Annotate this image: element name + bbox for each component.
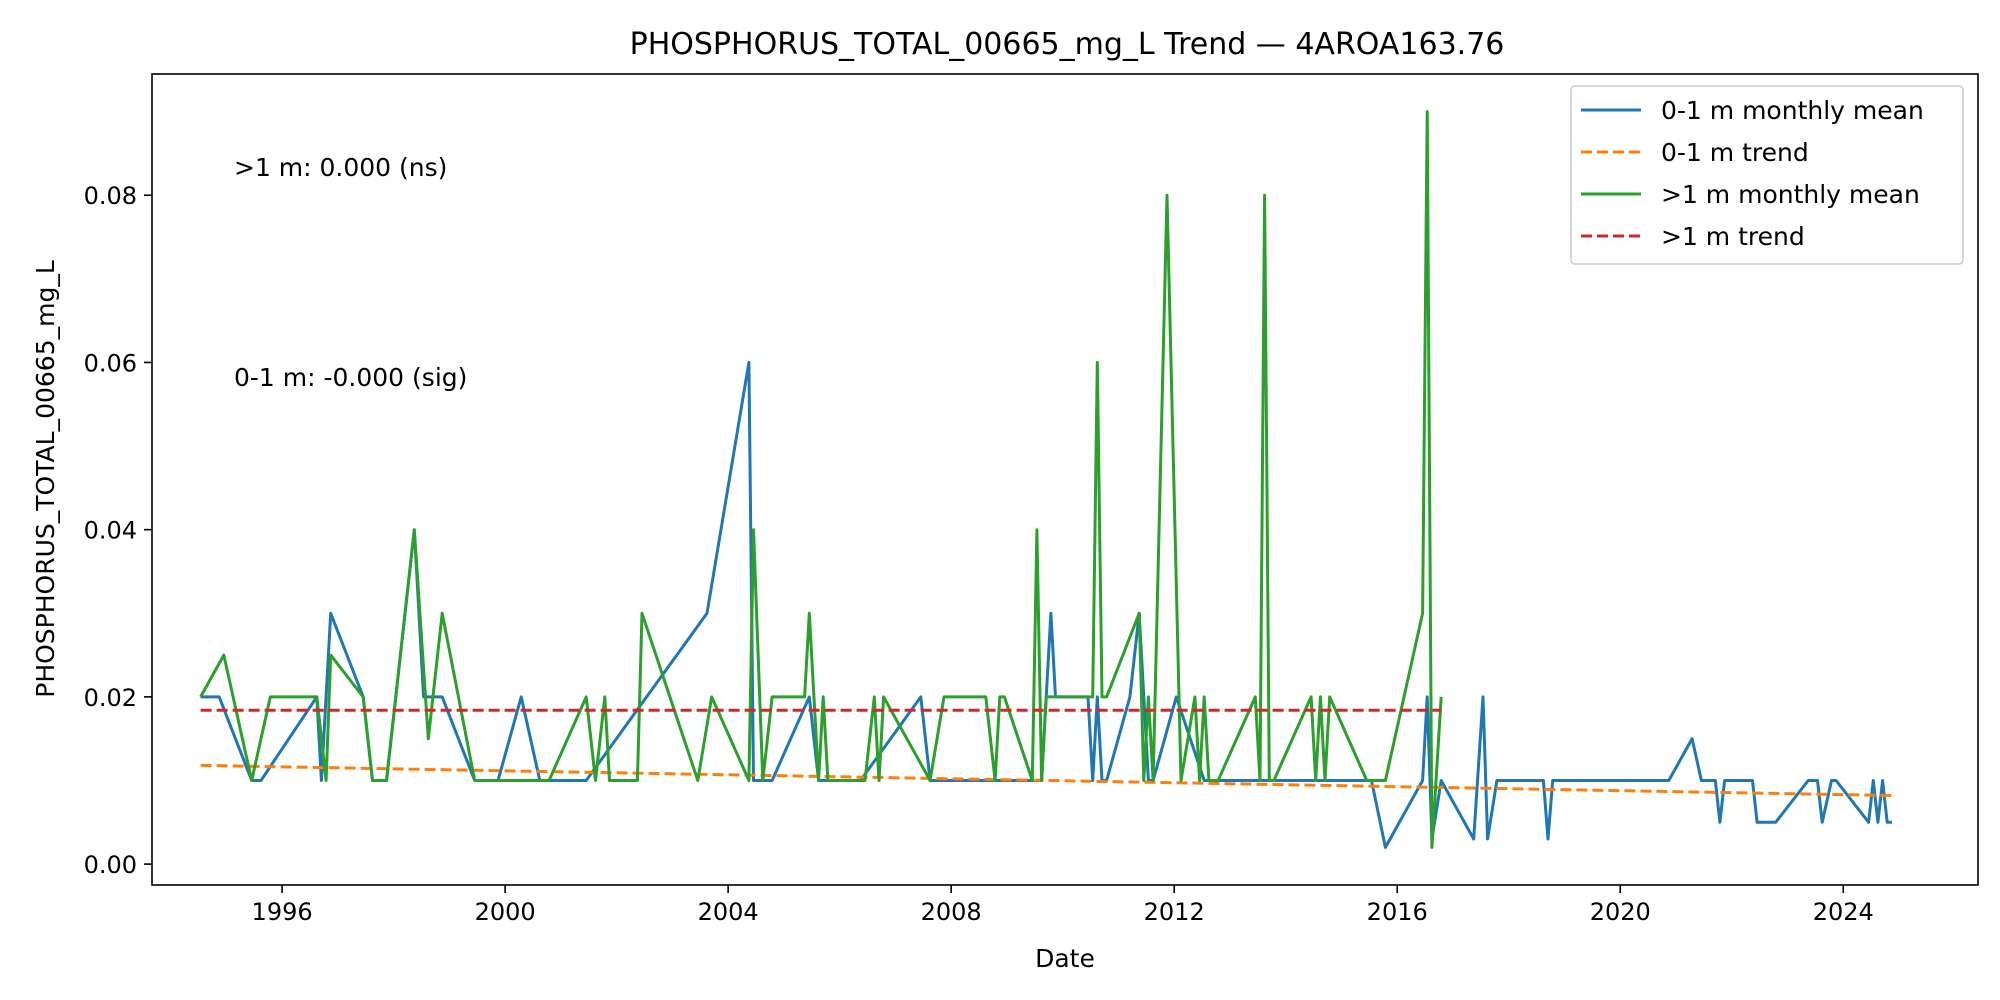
legend-label-deep-mean: >1 m monthly mean xyxy=(1661,180,1920,209)
plot-frame xyxy=(151,73,1979,886)
x-axis-label: Date xyxy=(1035,944,1095,973)
legend-label-shallow-mean: 0-1 m monthly mean xyxy=(1661,96,1924,125)
x-tick-label: 2024 xyxy=(1813,898,1874,926)
legend: 0-1 m monthly mean 0-1 m trend >1 m mont… xyxy=(1570,85,1964,265)
series-1 xyxy=(200,763,1892,797)
plot-area xyxy=(199,110,1892,849)
annotation-shallow-trend: 0-1 m: -0.000 (sig) xyxy=(234,363,467,392)
y-tick-label: 0.00 xyxy=(84,851,137,879)
legend-label-shallow-trend: 0-1 m trend xyxy=(1661,138,1809,167)
series-2 xyxy=(199,110,1443,849)
y-tick-label: 0.04 xyxy=(84,517,137,545)
x-axis: 1996 2000 2004 2008 2012 2016 2020 2024 xyxy=(252,885,1874,926)
x-tick-label: 2008 xyxy=(921,898,982,926)
x-tick-label: 2016 xyxy=(1367,898,1428,926)
x-tick-label: 2000 xyxy=(475,898,536,926)
y-axis: 0.00 0.02 0.04 0.06 0.08 xyxy=(84,182,152,879)
x-tick-label: 2004 xyxy=(698,898,759,926)
x-tick-label: 1996 xyxy=(252,898,313,926)
x-tick-label: 2012 xyxy=(1144,898,1205,926)
y-axis-label: PHOSPHORUS_TOTAL_00665_mg_L xyxy=(31,260,60,698)
series-2-line xyxy=(199,110,1443,849)
annotation-deep-trend: >1 m: 0.000 (ns) xyxy=(234,153,447,182)
x-tick-label: 2020 xyxy=(1590,898,1651,926)
legend-box xyxy=(1570,85,1964,265)
y-tick-label: 0.02 xyxy=(84,684,137,712)
series-1-line xyxy=(200,763,1892,797)
legend-label-deep-trend: >1 m trend xyxy=(1661,222,1805,251)
chart-title: PHOSPHORUS_TOTAL_00665_mg_L Trend — 4ARO… xyxy=(630,27,1505,62)
y-tick-label: 0.08 xyxy=(84,182,137,210)
y-tick-label: 0.06 xyxy=(84,349,137,377)
